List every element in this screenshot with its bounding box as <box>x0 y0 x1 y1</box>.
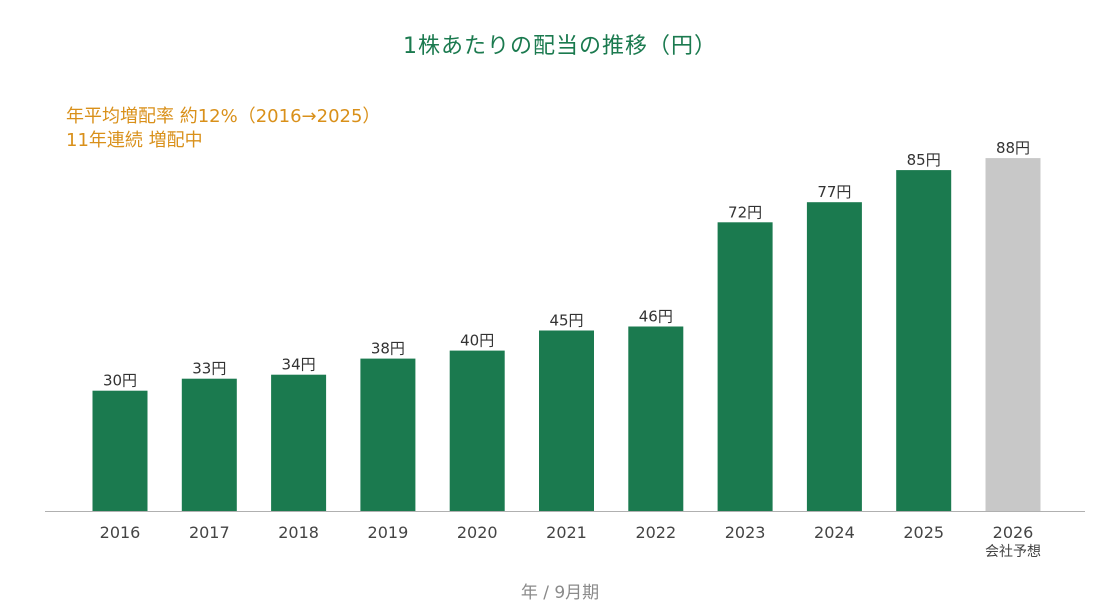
data-label-2023: 72円 <box>728 203 762 221</box>
x-tick-label-2023: 2023 <box>725 523 766 542</box>
bar-2024 <box>806 202 862 511</box>
x-axis-label: 年 / 9月期 <box>520 583 600 603</box>
bar-2023 <box>717 222 773 512</box>
x-tick-label-2017: 2017 <box>189 523 230 542</box>
x-tick-label-2024: 2024 <box>814 523 855 542</box>
bar-2021 <box>539 330 594 511</box>
consecutive-increase-note: 11年連続 増配中 <box>66 130 203 151</box>
data-label-2019: 38円 <box>371 340 405 358</box>
data-label-2026: 88円 <box>996 139 1030 157</box>
x-tick-label-2021: 2021 <box>546 523 587 542</box>
x-tick-label-2018: 2018 <box>278 523 319 542</box>
x-tick-label-2019: 2019 <box>368 523 409 542</box>
x-tick-label-2022: 2022 <box>635 523 676 542</box>
data-label-2022: 46円 <box>639 308 673 326</box>
bar-2025 <box>896 170 952 511</box>
data-label-2020: 40円 <box>460 332 494 350</box>
data-label-2018: 34円 <box>282 356 316 374</box>
bar-2020 <box>449 350 505 511</box>
x-tick-label-2025: 2025 <box>903 523 944 542</box>
growth-rate-note: 年平均増配率 約12%（2016→2025） <box>66 106 381 127</box>
x-tick-label-2020: 2020 <box>457 523 498 542</box>
bar-2017 <box>181 378 237 511</box>
x-tick-label-2026: 2026 <box>993 523 1034 542</box>
data-label-2024: 77円 <box>817 183 851 201</box>
bar-2026 <box>985 158 1041 511</box>
bar-2016 <box>92 390 148 511</box>
x-tick-sublabel-2026: 会社予想 <box>985 544 1041 560</box>
data-label-2016: 30円 <box>103 372 137 390</box>
bar-2019 <box>360 358 416 511</box>
bar-2022 <box>628 326 684 511</box>
data-label-2025: 85円 <box>907 151 941 169</box>
chart-title: 1株あたりの配当の推移（円） <box>403 34 717 59</box>
data-label-2021: 45円 <box>549 312 583 330</box>
bar-2018 <box>271 374 327 511</box>
data-label-2017: 33円 <box>192 360 226 378</box>
x-tick-label-2016: 2016 <box>100 523 141 542</box>
